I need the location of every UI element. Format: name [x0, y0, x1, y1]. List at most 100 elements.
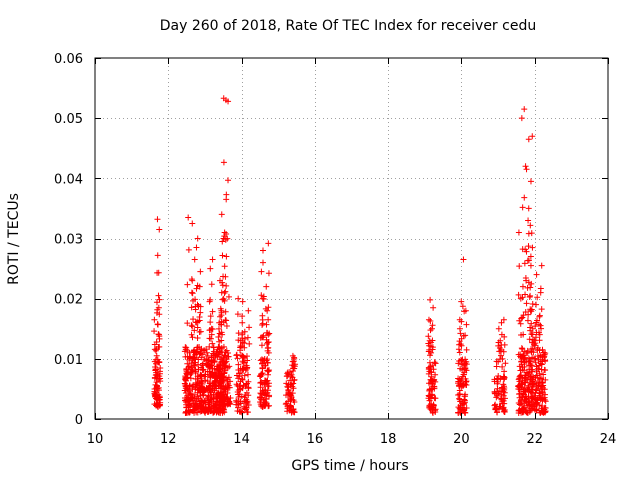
data-point [426, 342, 433, 349]
x-tick-label: 22 [526, 432, 543, 447]
data-point [224, 395, 231, 402]
data-point [502, 360, 509, 367]
data-point [217, 365, 224, 372]
data-point [188, 394, 195, 401]
data-point [193, 409, 200, 416]
data-point [220, 273, 227, 280]
data-point [265, 240, 272, 247]
data-point [237, 342, 244, 349]
data-point [493, 363, 500, 370]
data-point [536, 347, 543, 354]
data-point [220, 235, 227, 242]
data-point [265, 371, 272, 378]
data-point [222, 288, 229, 295]
data-point [235, 375, 242, 382]
data-point [189, 406, 196, 413]
y-tick-label: 0.02 [54, 293, 83, 308]
data-point [239, 353, 246, 360]
data-point [243, 405, 250, 412]
data-point [196, 283, 203, 290]
data-point [291, 399, 298, 406]
data-point [206, 386, 213, 393]
x-tick-label: 20 [453, 432, 470, 447]
data-point [495, 373, 502, 380]
data-point [215, 343, 222, 350]
data-point [208, 281, 215, 288]
data-point [235, 361, 242, 368]
data-point [462, 365, 469, 372]
data-point [220, 295, 227, 302]
data-point [459, 380, 466, 387]
data-point [529, 376, 536, 383]
data-point [184, 360, 191, 367]
data-point [531, 380, 538, 387]
data-point [216, 338, 223, 345]
data-point [207, 335, 214, 342]
data-point [193, 285, 200, 292]
data-point [222, 308, 229, 315]
data-point [529, 331, 536, 338]
data-point [264, 307, 271, 314]
data-point [226, 400, 233, 407]
data-point [463, 321, 470, 328]
data-point [265, 349, 272, 356]
data-point [456, 316, 463, 323]
data-point [522, 387, 529, 394]
data-point [190, 297, 197, 304]
data-point [216, 366, 223, 373]
data-point [537, 322, 544, 329]
data-point [534, 352, 541, 359]
data-point [213, 403, 220, 410]
data-point [519, 409, 526, 416]
data-point [222, 349, 229, 356]
y-tick-label: 0.03 [54, 233, 83, 248]
data-point [462, 358, 469, 365]
data-point [220, 159, 227, 166]
plot-frame [94, 57, 609, 420]
data-point [184, 394, 191, 401]
data-point [521, 260, 528, 267]
x-tick-labels: 10 12 14 16 18 20 22 24 [87, 432, 617, 447]
data-point [227, 378, 234, 385]
data-point [191, 256, 198, 263]
data-point [524, 349, 531, 356]
data-point [263, 390, 270, 397]
data-point [151, 328, 158, 335]
data-point [152, 381, 159, 388]
data-point [428, 386, 435, 393]
data-point [521, 396, 528, 403]
data-point [536, 390, 543, 397]
data-point [462, 379, 469, 386]
data-point [259, 316, 266, 323]
data-point [218, 318, 225, 325]
y-tick-label: 0.05 [54, 112, 83, 127]
data-point [518, 315, 525, 322]
data-point [501, 368, 508, 375]
data-point [258, 268, 265, 275]
data-point [182, 344, 189, 351]
data-point [237, 408, 244, 415]
data-point [542, 398, 549, 405]
data-point [533, 271, 540, 278]
data-point [425, 364, 432, 371]
data-point [498, 319, 505, 326]
x-tick-label: 16 [307, 432, 324, 447]
data-point [241, 335, 248, 342]
data-point [243, 365, 250, 372]
data-point [182, 397, 189, 404]
data-point [536, 337, 543, 344]
data-point [235, 295, 242, 302]
data-point [527, 284, 534, 291]
data-point [262, 377, 269, 384]
data-point [241, 340, 248, 347]
data-point [262, 386, 269, 393]
data-point [154, 321, 161, 328]
data-point [200, 399, 207, 406]
data-point [527, 358, 534, 365]
data-point [265, 316, 272, 323]
data-point [239, 376, 246, 383]
data-point [519, 204, 526, 211]
data-point [518, 380, 525, 387]
data-point [521, 356, 528, 363]
